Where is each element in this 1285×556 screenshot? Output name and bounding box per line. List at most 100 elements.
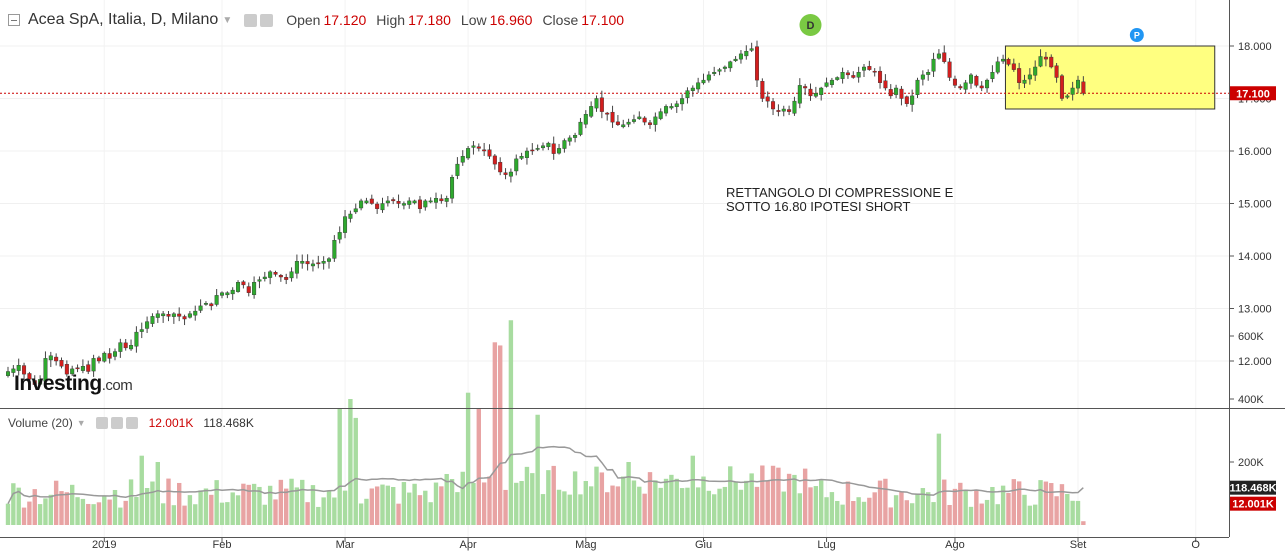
candle xyxy=(690,85,695,97)
volume-bar xyxy=(685,487,690,525)
candle-body-down xyxy=(1049,56,1054,68)
candle xyxy=(808,83,813,101)
volume-bar xyxy=(572,471,578,525)
volume-bar xyxy=(16,487,21,525)
volume-bar xyxy=(776,467,781,525)
candle xyxy=(337,226,342,244)
candle xyxy=(985,78,990,93)
logo-suffix: .com xyxy=(101,377,133,394)
open-value: 17.120 xyxy=(323,12,367,28)
price-tick-label: 16.000 xyxy=(1238,146,1272,158)
candle-body-up xyxy=(1001,58,1006,62)
candle xyxy=(851,71,856,79)
candle xyxy=(139,322,144,339)
candle xyxy=(706,71,711,83)
volume-bar xyxy=(893,495,899,525)
candle-body-down xyxy=(246,286,251,293)
marker-label: D xyxy=(807,20,815,32)
volume-bar xyxy=(150,481,155,525)
marker-label: P xyxy=(1134,31,1140,41)
volume-bar xyxy=(332,497,337,525)
candle xyxy=(776,104,781,117)
candle xyxy=(423,199,428,211)
low-label: Low xyxy=(460,12,487,28)
volume-bar xyxy=(904,500,909,525)
volume-bar xyxy=(428,502,433,525)
candle-body-up xyxy=(289,271,294,279)
high-label: High xyxy=(376,12,406,28)
volume-bar xyxy=(1016,481,1022,525)
volume-bar xyxy=(631,480,637,525)
candle-body-up xyxy=(840,72,845,79)
volume-header: Volume (20) ▼ 12.001K 118.468K xyxy=(8,416,254,430)
volume-bar xyxy=(230,492,235,525)
volume-bar xyxy=(37,504,43,525)
candle-body-down xyxy=(1054,65,1059,78)
close-icon[interactable] xyxy=(125,417,138,429)
volume-bar xyxy=(546,470,551,525)
candle xyxy=(75,364,80,373)
candle xyxy=(203,301,208,306)
candle-body-up xyxy=(230,289,235,295)
candle-body-down xyxy=(439,198,444,202)
candle xyxy=(1081,76,1086,96)
volume-bar xyxy=(540,494,546,525)
candle-body-up xyxy=(102,352,107,362)
candle-body-up xyxy=(535,148,540,150)
candle xyxy=(712,66,717,77)
candle-body-down xyxy=(947,61,952,78)
candle-body-down xyxy=(96,357,101,362)
chevron-down-icon[interactable]: ▼ xyxy=(76,418,86,428)
candle-body-up xyxy=(198,305,203,311)
candle xyxy=(380,197,385,213)
volume-bar xyxy=(107,499,112,525)
candle-body-up xyxy=(139,329,144,332)
candle xyxy=(781,105,786,117)
candle-body-up xyxy=(781,108,786,112)
settings-icon[interactable] xyxy=(110,417,123,429)
candle-body-down xyxy=(375,203,380,209)
candle-body-up xyxy=(594,98,599,109)
candle xyxy=(936,49,941,60)
volume-bar xyxy=(358,503,364,525)
investing-logo: Investing.com xyxy=(14,372,133,396)
volume-bar xyxy=(824,497,829,525)
time-tick-label: Feb xyxy=(213,539,232,551)
volume-bar xyxy=(765,480,770,525)
settings-icon[interactable] xyxy=(260,13,274,27)
candle-body-up xyxy=(813,93,818,97)
chevron-down-icon[interactable]: ▼ xyxy=(222,14,233,26)
candle-body-up xyxy=(407,200,412,205)
volume-bar xyxy=(21,507,27,525)
candle-body-up xyxy=(300,261,305,264)
visibility-icon[interactable] xyxy=(95,417,108,429)
volume-bar xyxy=(267,485,273,525)
candle xyxy=(134,326,139,353)
candle xyxy=(872,68,877,77)
candle xyxy=(680,94,685,111)
candle xyxy=(123,339,128,351)
candle xyxy=(257,276,262,289)
candle xyxy=(22,362,27,381)
candle xyxy=(1006,57,1011,67)
candle xyxy=(888,84,893,99)
candle xyxy=(268,270,273,285)
collapse-icon[interactable] xyxy=(8,14,20,26)
candle-body-down xyxy=(316,262,321,265)
volume-bar xyxy=(621,476,626,525)
candle-body-down xyxy=(32,380,37,385)
candle-body-up xyxy=(706,74,711,81)
candle xyxy=(920,70,925,86)
close-value: 17.100 xyxy=(581,12,625,28)
candle-body-down xyxy=(755,46,760,81)
event-markers[interactable]: DP xyxy=(799,14,1144,42)
volume-average-tag: 118.468K xyxy=(1229,483,1276,495)
candle-body-up xyxy=(364,200,369,204)
volume-bar xyxy=(947,504,952,525)
compression-rectangle xyxy=(1004,45,1216,110)
candle xyxy=(583,110,588,129)
volume-average-line xyxy=(7,445,1084,505)
volume-bar xyxy=(931,502,936,525)
visibility-icon[interactable] xyxy=(244,13,258,27)
